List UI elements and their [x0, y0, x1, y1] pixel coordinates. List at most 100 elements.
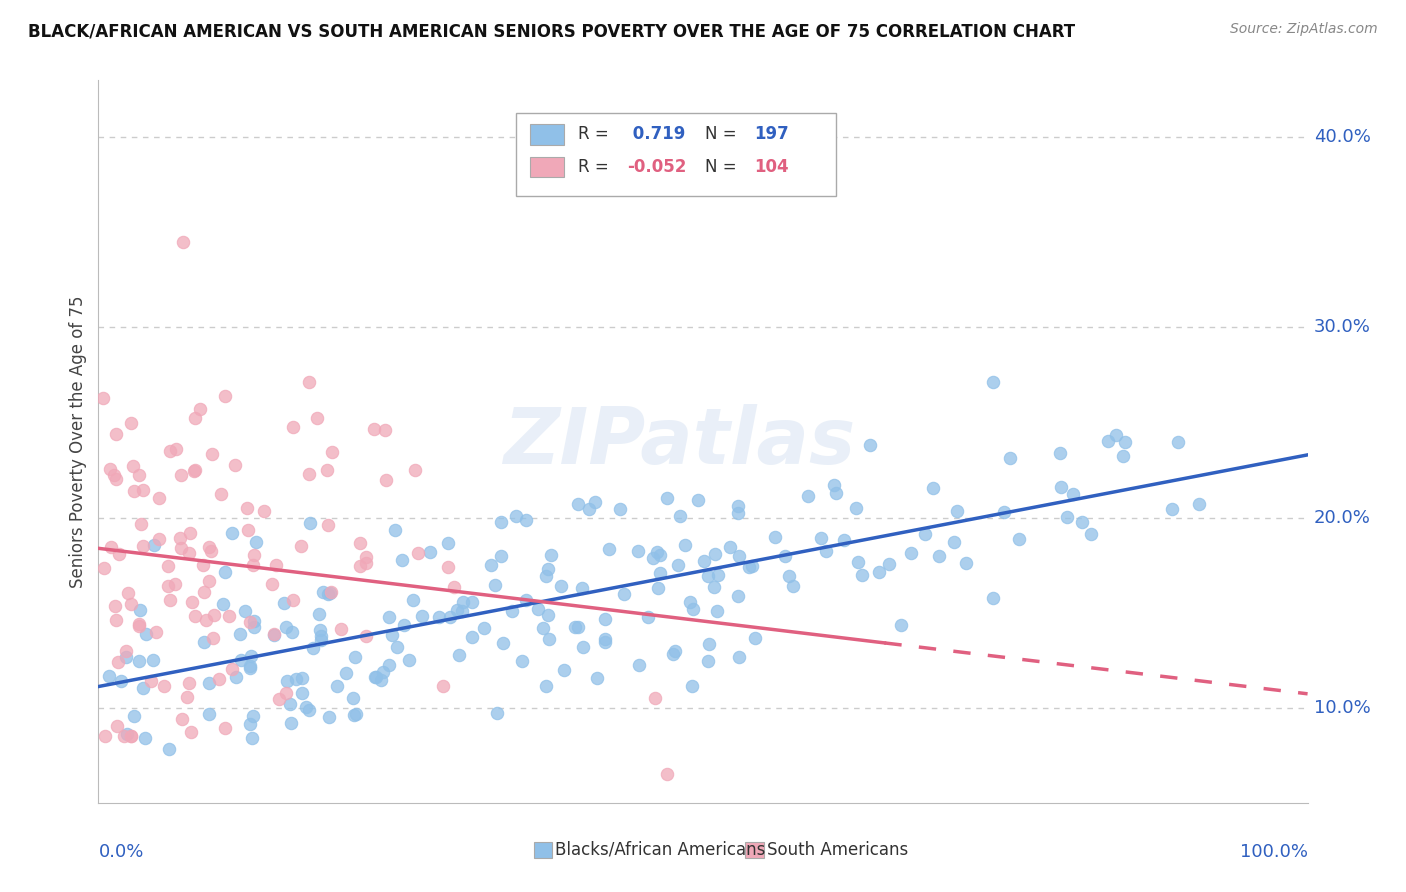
Point [479, 558, 502, 572]
Point [1049, 446, 1071, 460]
Point [193, 634, 215, 648]
Point [451, 595, 474, 609]
Point [198, 676, 221, 690]
Point [356, 550, 378, 565]
Point [105, 719, 128, 733]
Point [240, 731, 263, 745]
Point [191, 558, 214, 572]
Point [727, 506, 749, 520]
Point [319, 586, 342, 600]
Point [595, 612, 617, 626]
Point [505, 508, 527, 523]
Point [666, 558, 689, 572]
Point [100, 540, 122, 554]
Point [942, 535, 965, 549]
Point [647, 581, 669, 595]
Point [364, 670, 387, 684]
Point [134, 731, 156, 745]
Point [115, 727, 138, 741]
Point [145, 625, 167, 640]
Point [209, 487, 232, 501]
Point [91, 391, 114, 405]
Text: 104: 104 [754, 158, 789, 176]
Point [1008, 532, 1031, 546]
Point [110, 673, 132, 688]
Point [169, 531, 191, 545]
Point [193, 585, 215, 599]
Point [298, 375, 321, 389]
Point [824, 485, 846, 500]
Point [728, 549, 751, 563]
Point [1097, 434, 1119, 448]
Point [221, 662, 243, 676]
Point [93, 561, 115, 575]
Point [117, 586, 139, 600]
Point [229, 627, 252, 641]
Point [291, 671, 314, 685]
Point [664, 644, 686, 658]
Point [298, 467, 321, 481]
Point [437, 536, 460, 550]
Point [319, 584, 342, 599]
Point [657, 491, 679, 505]
Point [242, 620, 264, 634]
Point [159, 593, 181, 607]
Point [98, 462, 121, 476]
Text: South Americans: South Americans [766, 841, 908, 859]
Point [381, 628, 404, 642]
Text: 40.0%: 40.0% [1313, 128, 1371, 146]
Point [201, 447, 224, 461]
Point [98, 669, 121, 683]
Point [120, 729, 142, 743]
Point [184, 609, 207, 624]
Point [128, 467, 150, 482]
Bar [745, 842, 763, 858]
Point [439, 610, 461, 624]
Point [221, 526, 243, 541]
Point [692, 814, 714, 829]
Text: Blacks/African Americans: Blacks/African Americans [555, 841, 765, 859]
Point [239, 661, 262, 675]
Point [613, 586, 636, 600]
Point [928, 549, 950, 564]
Text: R =: R = [578, 126, 614, 144]
Point [188, 402, 211, 417]
Point [981, 591, 1004, 605]
Point [195, 613, 218, 627]
Point [782, 579, 804, 593]
Point [1071, 515, 1094, 529]
Point [298, 703, 321, 717]
Point [198, 540, 221, 554]
Point [1114, 435, 1136, 450]
Point [231, 653, 253, 667]
Point [104, 472, 127, 486]
Text: -0.052: -0.052 [627, 158, 686, 176]
Point [1161, 501, 1184, 516]
Point [1080, 527, 1102, 541]
Point [609, 501, 631, 516]
Point [344, 650, 367, 665]
Point [537, 562, 560, 576]
Point [309, 633, 332, 648]
Point [153, 679, 176, 693]
Point [392, 618, 415, 632]
Point [647, 545, 669, 559]
Point [427, 609, 450, 624]
Point [945, 504, 967, 518]
Point [233, 604, 256, 618]
Point [290, 539, 312, 553]
Point [132, 483, 155, 498]
Point [105, 613, 128, 627]
Point [325, 679, 347, 693]
Point [737, 559, 759, 574]
Point [484, 578, 506, 592]
Point [374, 474, 396, 488]
Point [391, 553, 413, 567]
Point [567, 620, 589, 634]
Point [242, 709, 264, 723]
Point [165, 442, 187, 456]
Point [1112, 449, 1135, 463]
Point [851, 567, 873, 582]
Point [398, 653, 420, 667]
Point [472, 621, 495, 635]
